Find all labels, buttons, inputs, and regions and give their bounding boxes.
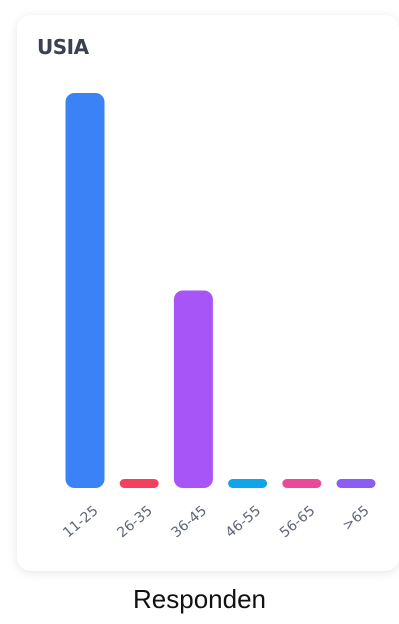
chart-title: USIA [37, 35, 89, 59]
bar-26-35[interactable] [119, 479, 159, 488]
bar-over-65[interactable] [336, 479, 376, 488]
x-tick-label: 36-45 [169, 503, 210, 541]
x-tick-label: 11-25 [60, 503, 101, 541]
x-tick-label: 56-65 [277, 503, 318, 541]
bar-46-55[interactable] [228, 479, 268, 488]
bar-36-45[interactable] [173, 290, 213, 489]
chart-caption: Responden [133, 584, 266, 614]
bars-layer [65, 93, 376, 489]
x-tick-label: >65 [340, 503, 373, 534]
x-tick-label: 26-35 [114, 503, 155, 541]
bar-56-65[interactable] [282, 479, 322, 488]
bar-11-25[interactable] [65, 93, 105, 488]
x-axis-ticks: 11-25 26-35 36-45 46-55 56-65 >65 [60, 503, 372, 541]
x-tick-label: 46-55 [223, 503, 264, 541]
